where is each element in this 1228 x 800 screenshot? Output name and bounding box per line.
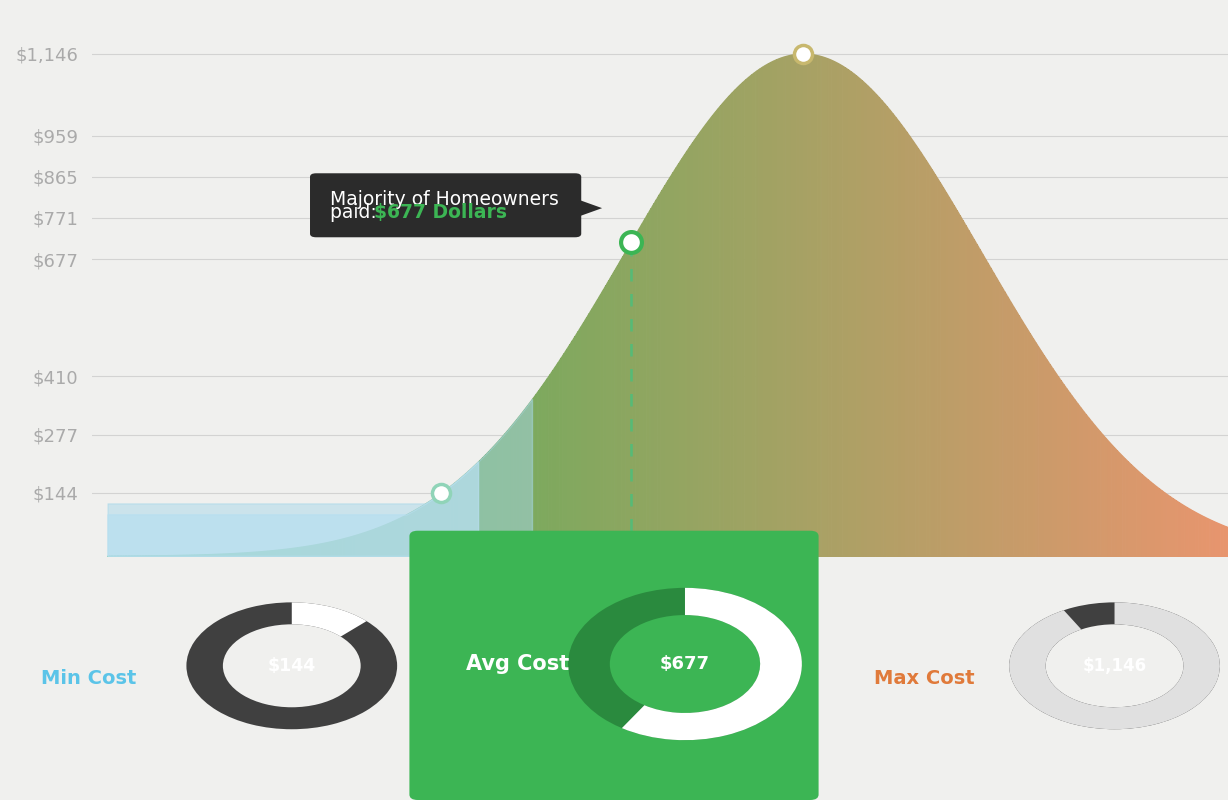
Wedge shape [621, 588, 802, 740]
Text: Min Cost: Min Cost [42, 669, 136, 687]
Text: Avg Cost: Avg Cost [467, 654, 570, 674]
Text: $677: $677 [659, 655, 710, 673]
Text: $144: $144 [268, 657, 316, 674]
FancyBboxPatch shape [309, 174, 581, 238]
Wedge shape [187, 602, 397, 730]
Polygon shape [575, 198, 602, 218]
Wedge shape [569, 588, 802, 740]
FancyBboxPatch shape [409, 530, 819, 800]
Wedge shape [1009, 602, 1219, 730]
Text: Majority of Homeowners: Majority of Homeowners [330, 190, 559, 209]
Wedge shape [1009, 602, 1219, 730]
Wedge shape [292, 602, 367, 637]
Text: paid:: paid: [330, 202, 383, 222]
Text: Max Cost: Max Cost [874, 669, 974, 687]
Text: $677 Dollars: $677 Dollars [375, 202, 507, 222]
Text: $1,146: $1,146 [1082, 657, 1147, 674]
